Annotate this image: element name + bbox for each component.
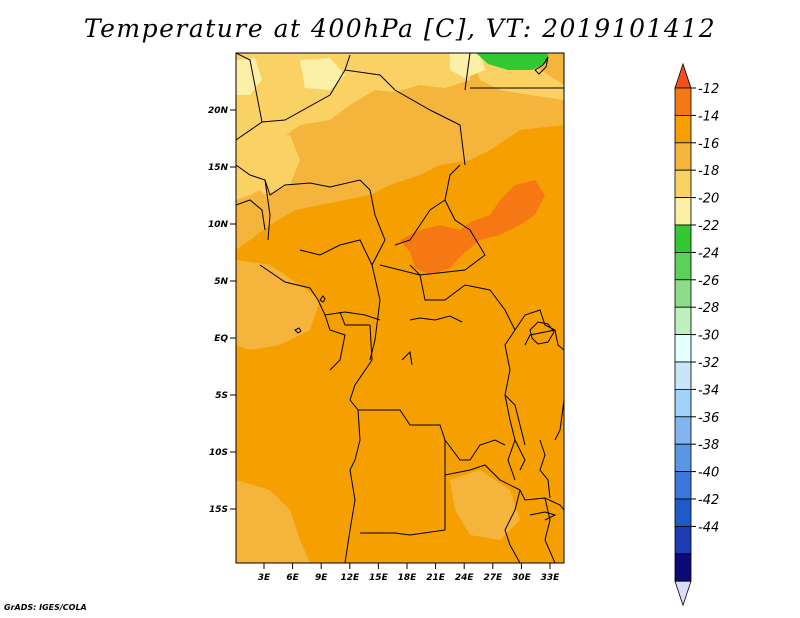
colorbar-swatch <box>674 87 692 116</box>
colorbar-swatch <box>674 224 692 253</box>
map-title: Temperature at 400hPa [C], VT: 201910141… <box>83 14 717 43</box>
colorbar-top-arrow <box>674 62 692 89</box>
colorbar-swatch <box>674 471 692 500</box>
country-boundaries <box>236 53 564 563</box>
colorbar-swatch <box>674 361 692 390</box>
latitude-axis: 20N 15N 10N 5N EQ 5S 10S 15S <box>208 106 236 515</box>
lon-tick-label: 33E <box>541 573 561 583</box>
colorbar: -12 -14 -16 -18 -20 -22 -24 -26 -28 -30 -32 -34 -36 -… <box>674 62 719 607</box>
colorbar-swatch <box>674 197 692 226</box>
lon-tick-label: 21E <box>426 573 446 583</box>
lat-tick-label: 15S <box>209 505 228 515</box>
colorbar-label: -28 <box>698 301 719 316</box>
field-band-cooler-south <box>450 470 520 540</box>
field-band-cold <box>236 53 470 200</box>
colorbar-label: -14 <box>698 109 719 124</box>
longitude-axis: 3E 6E 9E 12E 15E 18E 21E 24E 27E 30E 33E <box>258 563 560 583</box>
colorbar-swatch <box>674 251 692 281</box>
lat-tick-label: EQ <box>214 334 228 344</box>
colorbar-label: -26 <box>698 274 719 289</box>
colorbar-swatch <box>674 498 692 527</box>
colorbar-label: -20 <box>698 192 719 207</box>
lon-tick-label: 27E <box>483 573 503 583</box>
lat-tick-label: 5N <box>214 277 228 287</box>
colorbar-swatch <box>674 443 692 473</box>
map-frame <box>235 52 565 564</box>
lon-tick-label: 24E <box>455 573 475 583</box>
colorbar-bottom-arrow <box>674 580 692 607</box>
colorbar-label: -16 <box>698 137 719 152</box>
lat-tick-label: 10N <box>208 220 229 230</box>
colorbar-swatch <box>674 388 692 418</box>
field-band-warm-2 <box>510 200 532 222</box>
colorbar-swatch <box>674 306 692 336</box>
lon-tick-label: 3E <box>258 573 271 583</box>
colorbar-label: -22 <box>698 219 719 234</box>
colorbar-label: -44 <box>698 520 719 535</box>
lon-tick-label: 12E <box>340 573 360 583</box>
colorbar-swatch <box>674 279 692 308</box>
colorbar-label: -38 <box>698 438 719 453</box>
colorbar-label: -36 <box>698 411 719 426</box>
field-band-cold-2 <box>250 135 300 195</box>
field-band-colder-3 <box>450 53 485 78</box>
lon-tick-label: 15E <box>369 573 389 583</box>
lat-tick-label: 15N <box>208 163 229 173</box>
field-band-colder <box>300 58 345 90</box>
colorbar-swatch <box>674 115 692 144</box>
credit-text: GrADS: IGES/COLA <box>4 603 87 612</box>
field-band-green <box>476 53 548 70</box>
colorbar-label: -18 <box>698 164 719 179</box>
field-band-colder-2 <box>236 58 262 95</box>
colorbar-label: -34 <box>698 383 719 398</box>
temperature-field <box>236 53 564 563</box>
colorbar-label: -30 <box>698 329 719 344</box>
field-band-warm <box>400 180 545 275</box>
colorbar-swatch <box>674 526 692 555</box>
lon-tick-label: 6E <box>286 573 299 583</box>
lat-tick-label: 10S <box>209 448 228 458</box>
lon-tick-label: 9E <box>315 573 328 583</box>
colorbar-label: -42 <box>698 493 719 508</box>
colorbar-label: -40 <box>698 466 719 481</box>
colorbar-swatch <box>674 416 692 445</box>
lat-tick-label: 5S <box>215 391 228 401</box>
lon-tick-label: 30E <box>512 573 532 583</box>
colorbar-swatch <box>674 553 692 582</box>
colorbar-label: -24 <box>698 246 719 261</box>
lon-tick-label: 18E <box>398 573 418 583</box>
colorbar-swatch <box>674 169 692 198</box>
colorbar-label: -32 <box>698 356 719 371</box>
colorbar-swatch <box>674 334 692 363</box>
colorbar-label: -12 <box>698 82 719 97</box>
field-band-cooler-southwest <box>236 480 310 563</box>
colorbar-swatch <box>674 142 692 171</box>
lat-tick-label: 20N <box>208 106 229 116</box>
